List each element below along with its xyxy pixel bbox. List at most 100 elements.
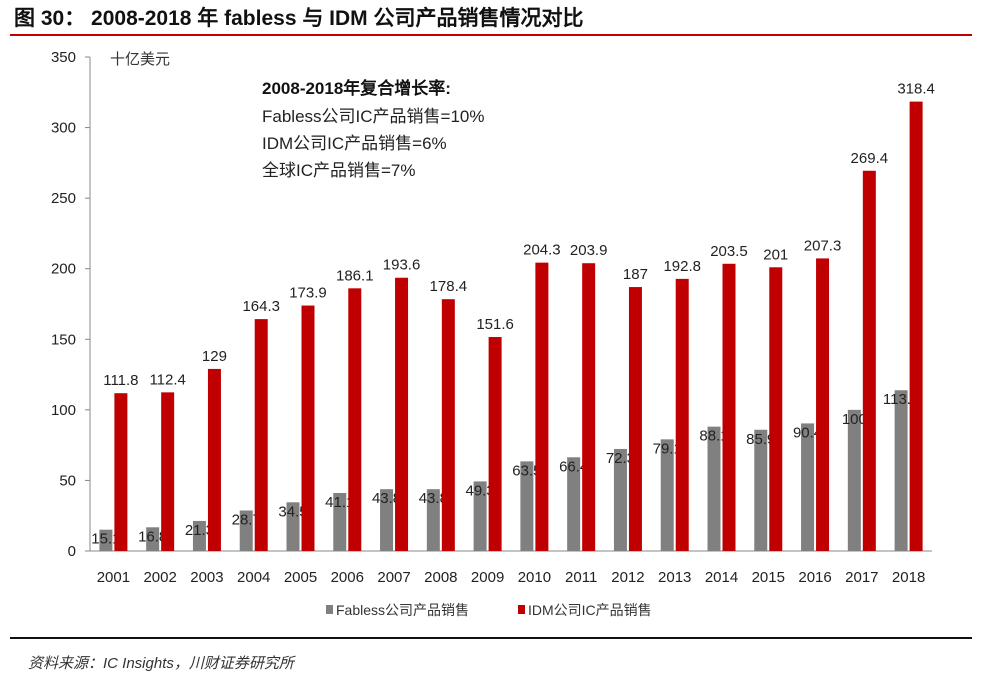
bar-idm: [816, 258, 830, 551]
data-label-fabless: 100: [842, 411, 867, 428]
annotation-line: IDM公司IC产品销售=6%: [262, 134, 447, 153]
y-tick-label: 200: [51, 261, 76, 278]
figure-title: 图 30： 2008-2018 年 fabless 与 IDM 公司产品销售情况…: [14, 6, 584, 30]
annotation: 2008-2018年复合增长率: Fabless公司IC产品销售=10% IDM…: [262, 78, 484, 180]
bar-idm: [441, 299, 455, 551]
bar-fabless: [801, 423, 815, 551]
data-label-idm: 178.4: [430, 278, 468, 295]
data-label-fabless: 16.8: [138, 528, 167, 545]
bar-idm: [535, 262, 549, 551]
x-tick-label: 2013: [658, 569, 691, 586]
data-label-idm: 193.6: [383, 257, 421, 274]
legend-swatch-idm: [518, 605, 525, 614]
annotation-line: Fabless公司IC产品销售=10%: [262, 107, 484, 126]
data-label-idm: 186.1: [336, 267, 374, 284]
data-label-idm: 269.4: [851, 150, 889, 167]
annotation-line: 全球IC产品销售=7%: [262, 161, 416, 180]
legend: Fabless公司产品销售 IDM公司IC产品销售: [326, 602, 652, 618]
data-label-idm: 203.9: [570, 242, 608, 259]
bar-fabless: [380, 489, 394, 551]
x-tick-label: 2012: [611, 569, 644, 586]
bar-fabless: [754, 429, 768, 551]
data-label-fabless: 90.4: [793, 424, 822, 441]
bar-fabless: [286, 502, 300, 551]
bar-fabless: [473, 481, 487, 551]
bar-fabless: [707, 426, 721, 551]
bar-idm: [722, 263, 736, 551]
data-label-idm: 192.8: [663, 258, 701, 275]
data-label-idm: 207.3: [804, 237, 842, 254]
bar-fabless: [567, 457, 581, 551]
data-label-idm: 318.4: [897, 81, 935, 98]
y-tick-label: 350: [51, 49, 76, 66]
data-label-idm: 201: [763, 246, 788, 263]
bar-idm: [114, 393, 128, 551]
data-label-fabless: 34.5: [278, 503, 307, 520]
bar-fabless: [333, 492, 347, 551]
data-label-idm: 187: [623, 266, 648, 283]
data-label-fabless: 72.3: [606, 450, 635, 467]
data-label-idm: 173.9: [289, 285, 327, 302]
y-tick-label: 50: [59, 472, 76, 489]
bar-fabless: [146, 527, 160, 551]
data-label-idm: 204.3: [523, 242, 561, 259]
x-tick-label: 2007: [377, 569, 410, 586]
bar-fabless: [613, 448, 627, 551]
x-tick-label: 2001: [97, 569, 130, 586]
bar-idm: [254, 319, 268, 551]
data-label-idm: 151.6: [476, 316, 514, 333]
y-tick-label: 0: [68, 543, 76, 560]
x-tick-label: 2008: [424, 569, 457, 586]
data-label-idm: 203.5: [710, 243, 748, 260]
data-label-fabless: 15.1: [91, 531, 120, 548]
data-label-idm: 164.3: [242, 298, 280, 315]
bar-fabless: [426, 489, 440, 551]
x-tick-label: 2006: [331, 569, 364, 586]
y-tick-label: 300: [51, 120, 76, 137]
x-tick-label: 2003: [190, 569, 223, 586]
bar-fabless: [660, 439, 674, 551]
bar-idm: [582, 263, 596, 551]
bar-idm: [628, 287, 642, 551]
data-label-fabless: 88.1: [699, 428, 728, 445]
bar-idm: [348, 288, 362, 551]
annotation-heading: 2008-2018年复合增长率:: [262, 78, 451, 98]
legend-label-fabless: Fabless公司产品销售: [336, 602, 469, 618]
x-tick-label: 2017: [845, 569, 878, 586]
x-tick-label: 2010: [518, 569, 551, 586]
x-tick-label: 2004: [237, 569, 270, 586]
data-label-idm: 111.8: [103, 372, 138, 389]
data-label-fabless: 79.1: [653, 440, 682, 457]
bar-idm: [909, 101, 923, 552]
data-label-fabless: 49.3: [466, 482, 495, 499]
x-tick-label: 2018: [892, 569, 925, 586]
bar-idm: [769, 267, 783, 551]
source-note: 资料来源：IC Insights，川财证券研究所: [28, 655, 296, 672]
bar-idm: [488, 337, 502, 551]
x-tick-label: 2011: [565, 569, 597, 586]
bar-idm: [395, 277, 409, 551]
bar-fabless: [192, 520, 206, 551]
x-tick-label: 2009: [471, 569, 504, 586]
y-tick-label: 100: [51, 402, 76, 419]
data-label-fabless: 43.8: [372, 490, 401, 507]
x-tick-label: 2016: [798, 569, 831, 586]
bar-fabless: [520, 461, 534, 551]
y-tick-label: 150: [51, 331, 76, 348]
data-label-fabless: 21.3: [185, 522, 214, 539]
bar-fabless: [239, 510, 253, 551]
bar-idm: [301, 305, 315, 551]
data-label-fabless: 43.8: [419, 490, 448, 507]
data-label-fabless: 41.1: [325, 494, 354, 511]
bar-idm: [161, 392, 175, 551]
x-tick-label: 2002: [143, 569, 176, 586]
data-label-fabless: 28.7: [232, 511, 261, 528]
x-tick-label: 2015: [752, 569, 785, 586]
legend-label-idm: IDM公司IC产品销售: [528, 602, 652, 618]
bar-idm: [675, 278, 689, 551]
data-label-fabless: 66.4: [559, 458, 588, 475]
bar-fabless: [99, 529, 113, 551]
y-axis-label: 十亿美元: [110, 51, 170, 68]
